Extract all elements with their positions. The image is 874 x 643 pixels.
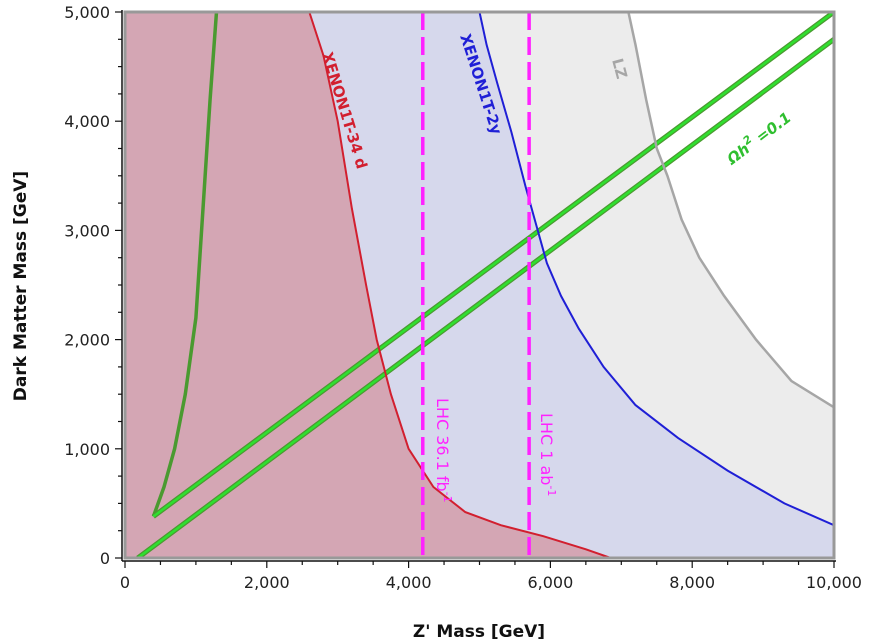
y-axis-title: Dark Matter Mass [GeV] <box>11 171 31 401</box>
y-tick-label: 1,000 <box>64 440 110 459</box>
x-axis-ticks: 0 2,000 4,000 6,000 8,000 10,000 <box>120 561 862 592</box>
y-tick-label: 2,000 <box>64 331 110 350</box>
y-tick-label: 4,000 <box>64 112 110 131</box>
x-tick-label: 4,000 <box>386 573 432 592</box>
y-axis-ticks: 0 1,000 2,000 3,000 4,000 5,000 <box>64 3 122 568</box>
y-tick-label: 5,000 <box>64 3 110 22</box>
y-tick-label: 3,000 <box>64 221 110 240</box>
lhc-36fb-label: LHC 36.1 fb-1 <box>433 398 454 503</box>
x-tick-label: 0 <box>120 573 130 592</box>
x-tick-label: 6,000 <box>527 573 573 592</box>
x-tick-label: 10,000 <box>806 573 862 592</box>
x-tick-label: 2,000 <box>244 573 290 592</box>
x-axis-title: Z' Mass [GeV] <box>413 622 545 642</box>
lhc-1ab-label: LHC 1 ab-1 <box>537 413 558 496</box>
y-tick-label: 0 <box>100 549 110 568</box>
x-tick-label: 8,000 <box>669 573 715 592</box>
